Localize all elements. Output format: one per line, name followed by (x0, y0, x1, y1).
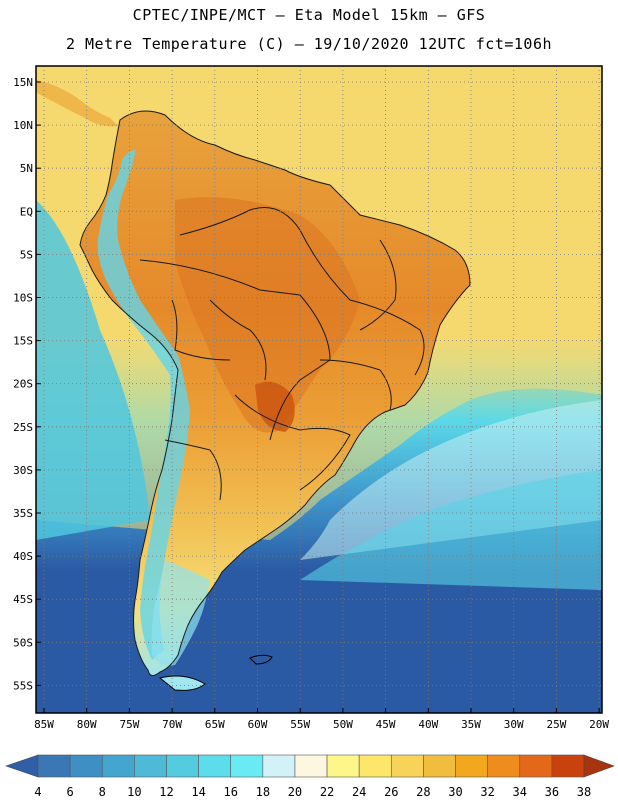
lon-label: 70W (162, 718, 182, 731)
lon-label: 75W (119, 718, 139, 731)
colorbar-label: 26 (384, 785, 398, 799)
lat-label: 40S (13, 550, 33, 563)
lat-label: 10N (13, 119, 33, 132)
colorbar-swatch (262, 754, 296, 778)
colorbar-label: 30 (448, 785, 462, 799)
colorbar-label: 8 (99, 785, 106, 799)
colorbar-swatch (69, 754, 103, 778)
colorbar-swatch (230, 754, 264, 778)
lat-label: 5N (20, 162, 33, 175)
tierra-del-fuego (158, 675, 206, 691)
colorbar-swatch (294, 754, 328, 778)
central-america-land (36, 80, 118, 127)
colorbar-swatch (198, 754, 232, 778)
lon-label: 20W (589, 718, 609, 731)
colorbar-swatch (166, 754, 199, 778)
colorbar-swatch (390, 754, 424, 778)
colorbar-label: 18 (256, 785, 270, 799)
colorbar-label: 4 (34, 785, 41, 799)
colorbar-label: 28 (416, 785, 430, 799)
lat-label: 35S (13, 507, 33, 520)
lat-label: 55S (13, 679, 33, 692)
hot-spot (255, 381, 295, 432)
colorbar-label: 6 (67, 785, 74, 799)
lat-label: 10S (13, 292, 33, 305)
graticule (36, 66, 602, 713)
lat-label: 50S (13, 636, 33, 649)
colorbar-swatch (455, 754, 488, 778)
colorbar-label: 16 (223, 785, 237, 799)
lon-label: 60W (248, 718, 268, 731)
colorbar-label: 20 (288, 785, 302, 799)
lon-label: 25W (546, 718, 566, 731)
lat-label: 15N (13, 76, 33, 89)
patagonia-cool (151, 560, 210, 666)
colorbar-low-arrow (5, 754, 39, 778)
cool-sea-band (36, 200, 150, 540)
colorbar-label: 22 (320, 785, 334, 799)
longitude-labels: 85W 80W 75W 70W 65W 60W 55W 50W 45W 40W 35W 30W 25W 2… (34, 718, 609, 731)
colorbar-swatch (487, 754, 521, 778)
chart-title-line1: CPTEC/INPE/MCT – Eta Model 15km – GFS (132, 6, 486, 24)
colorbar-swatch (134, 754, 167, 778)
lon-label: 55W (290, 718, 310, 731)
lat-label: EQ (20, 205, 33, 218)
colorbar-swatch (519, 754, 553, 778)
lon-label: 30W (504, 718, 524, 731)
map-frame (35, 65, 603, 714)
lon-label: 35W (461, 718, 481, 731)
colorbar-label: 14 (191, 785, 205, 799)
lat-label: 20S (13, 378, 33, 391)
colorbar-high-arrow (583, 754, 615, 778)
lon-label: 50W (333, 718, 353, 731)
colorbar-label: 34 (513, 785, 527, 799)
lat-label: 25S (13, 421, 33, 434)
lon-label: 85W (34, 718, 54, 731)
colorbar-swatch (101, 754, 135, 778)
colorbar-label: 38 (577, 785, 591, 799)
colorbar-label: 32 (480, 785, 494, 799)
lat-label: 45S (13, 593, 33, 606)
chart-title-line2: 2 Metre Temperature (C) – 19/10/2020 12U… (65, 35, 553, 53)
colorbar-swatch (326, 754, 360, 778)
colorbar-label: 36 (545, 785, 559, 799)
lon-label: 45W (376, 718, 396, 731)
colorbar-label: 24 (352, 785, 366, 799)
hot-core (175, 197, 360, 433)
latitude-labels: 15N 10N 5N EQ 5S 10S 15S 20S 25S 30S 35S 40S 45S 50S 5… (13, 76, 33, 692)
lon-label: 80W (77, 718, 97, 731)
falkland-islands (249, 654, 273, 665)
lat-label: 15S (13, 335, 33, 348)
lon-label: 65W (205, 718, 225, 731)
colorbar-swatch (37, 754, 71, 778)
colorbar-swatch (358, 754, 392, 778)
colorbar-label: 10 (127, 785, 141, 799)
colorbar-swatch (423, 754, 456, 778)
colorbar-swatch (551, 754, 585, 778)
lat-label: 30S (13, 464, 33, 477)
colorbar: 4 6 8 10 12 14 16 18 20 22 24 26 28 30 32 34 36 38 (5, 754, 615, 799)
lon-label: 40W (418, 718, 438, 731)
lat-label: 5S (20, 248, 33, 261)
andes-cold-strip (97, 150, 190, 660)
colorbar-label: 12 (159, 785, 173, 799)
cyan-sea-band (300, 470, 602, 590)
